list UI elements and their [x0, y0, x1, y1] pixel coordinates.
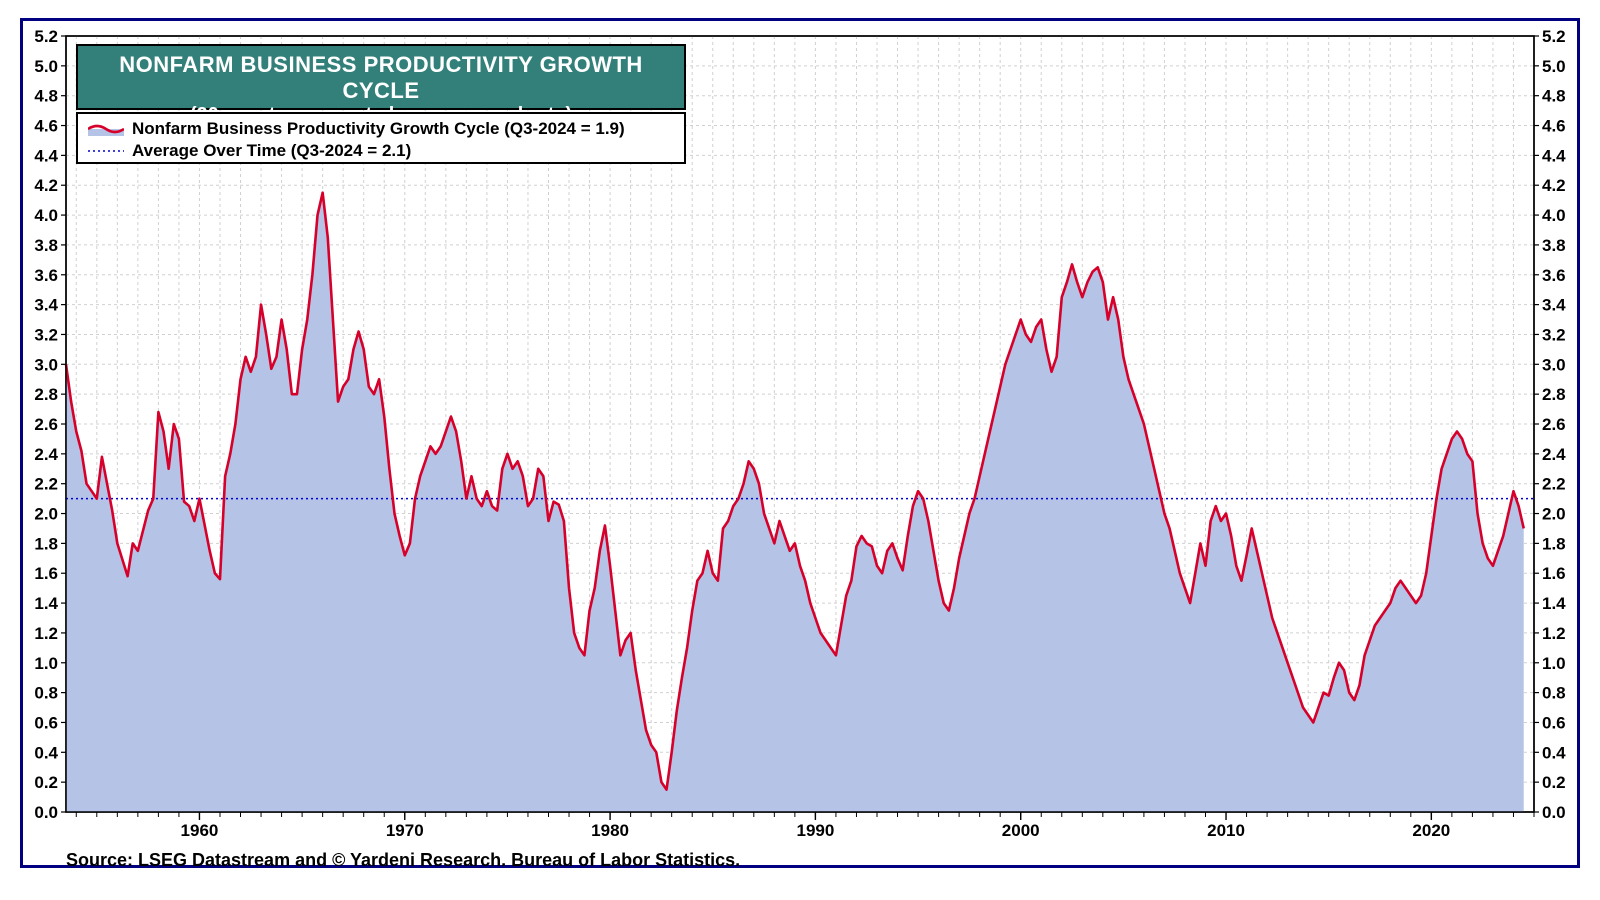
- y-tick-left: 4.2: [34, 176, 58, 195]
- y-tick-left: 4.6: [34, 117, 58, 136]
- y-tick-left: 3.2: [34, 325, 58, 344]
- y-tick-right: 1.0: [1542, 654, 1566, 673]
- y-tick-right: 2.8: [1542, 385, 1566, 404]
- y-tick-right: 4.2: [1542, 176, 1566, 195]
- y-tick-right: 4.6: [1542, 117, 1566, 136]
- x-tick-label: 1980: [591, 821, 629, 840]
- y-tick-right: 3.2: [1542, 325, 1566, 344]
- y-tick-right: 0.2: [1542, 773, 1566, 792]
- y-tick-left: 5.0: [34, 57, 58, 76]
- y-tick-left: 4.4: [34, 146, 58, 165]
- y-tick-left: 0.2: [34, 773, 58, 792]
- y-tick-right: 4.0: [1542, 206, 1566, 225]
- y-tick-left: 3.8: [34, 236, 58, 255]
- y-tick-left: 3.0: [34, 355, 58, 374]
- legend-row-avg: Average Over Time (Q3-2024 = 2.1): [88, 140, 674, 162]
- source-text: Source: LSEG Datastream and © Yardeni Re…: [66, 850, 740, 871]
- y-tick-left: 3.6: [34, 266, 58, 285]
- y-tick-right: 3.0: [1542, 355, 1566, 374]
- y-tick-left: 2.6: [34, 415, 58, 434]
- y-tick-left: 4.8: [34, 87, 58, 106]
- y-tick-left: 3.4: [34, 296, 58, 315]
- legend-box: Nonfarm Business Productivity Growth Cyc…: [76, 112, 686, 164]
- legend-avg-swatch-icon: [88, 144, 124, 158]
- x-tick-label: 1970: [386, 821, 424, 840]
- y-tick-left: 0.4: [34, 743, 58, 762]
- y-tick-left: 5.2: [34, 27, 58, 46]
- y-tick-left: 1.0: [34, 654, 58, 673]
- y-tick-left: 2.0: [34, 505, 58, 524]
- x-tick-label: 1990: [796, 821, 834, 840]
- y-tick-right: 2.2: [1542, 475, 1566, 494]
- y-tick-right: 2.0: [1542, 505, 1566, 524]
- x-tick-label: 2000: [1002, 821, 1040, 840]
- y-tick-left: 0.6: [34, 713, 58, 732]
- y-tick-left: 1.2: [34, 624, 58, 643]
- y-tick-right: 5.2: [1542, 27, 1566, 46]
- x-tick-label: 2020: [1412, 821, 1450, 840]
- legend-series-label: Nonfarm Business Productivity Growth Cyc…: [132, 118, 625, 140]
- y-tick-right: 4.4: [1542, 146, 1566, 165]
- y-tick-right: 3.4: [1542, 296, 1566, 315]
- chart-title-banner: NONFARM BUSINESS PRODUCTIVITY GROWTH CYC…: [76, 44, 686, 110]
- y-tick-left: 0.0: [34, 803, 58, 822]
- y-tick-right: 1.2: [1542, 624, 1566, 643]
- y-tick-left: 0.8: [34, 684, 58, 703]
- y-tick-right: 3.8: [1542, 236, 1566, 255]
- chart-title-main: NONFARM BUSINESS PRODUCTIVITY GROWTH CYC…: [78, 52, 684, 104]
- y-tick-right: 0.6: [1542, 713, 1566, 732]
- y-tick-right: 5.0: [1542, 57, 1566, 76]
- y-tick-left: 2.2: [34, 475, 58, 494]
- y-tick-right: 3.6: [1542, 266, 1566, 285]
- y-tick-right: 1.6: [1542, 564, 1566, 583]
- y-tick-right: 0.4: [1542, 743, 1566, 762]
- legend-series-swatch-icon: [88, 122, 124, 136]
- y-tick-right: 4.8: [1542, 87, 1566, 106]
- y-tick-right: 1.4: [1542, 594, 1566, 613]
- x-tick-label: 1960: [181, 821, 219, 840]
- y-tick-left: 2.4: [34, 445, 58, 464]
- legend-avg-label: Average Over Time (Q3-2024 = 2.1): [132, 140, 411, 162]
- legend-row-series: Nonfarm Business Productivity Growth Cyc…: [88, 118, 674, 140]
- y-tick-left: 1.8: [34, 534, 58, 553]
- x-tick-label: 2010: [1207, 821, 1245, 840]
- y-tick-right: 1.8: [1542, 534, 1566, 553]
- y-tick-left: 1.6: [34, 564, 58, 583]
- y-tick-left: 2.8: [34, 385, 58, 404]
- y-tick-right: 2.4: [1542, 445, 1566, 464]
- y-tick-right: 0.0: [1542, 803, 1566, 822]
- y-tick-left: 4.0: [34, 206, 58, 225]
- y-tick-left: 1.4: [34, 594, 58, 613]
- series-area: [66, 193, 1524, 812]
- y-tick-right: 2.6: [1542, 415, 1566, 434]
- y-tick-right: 0.8: [1542, 684, 1566, 703]
